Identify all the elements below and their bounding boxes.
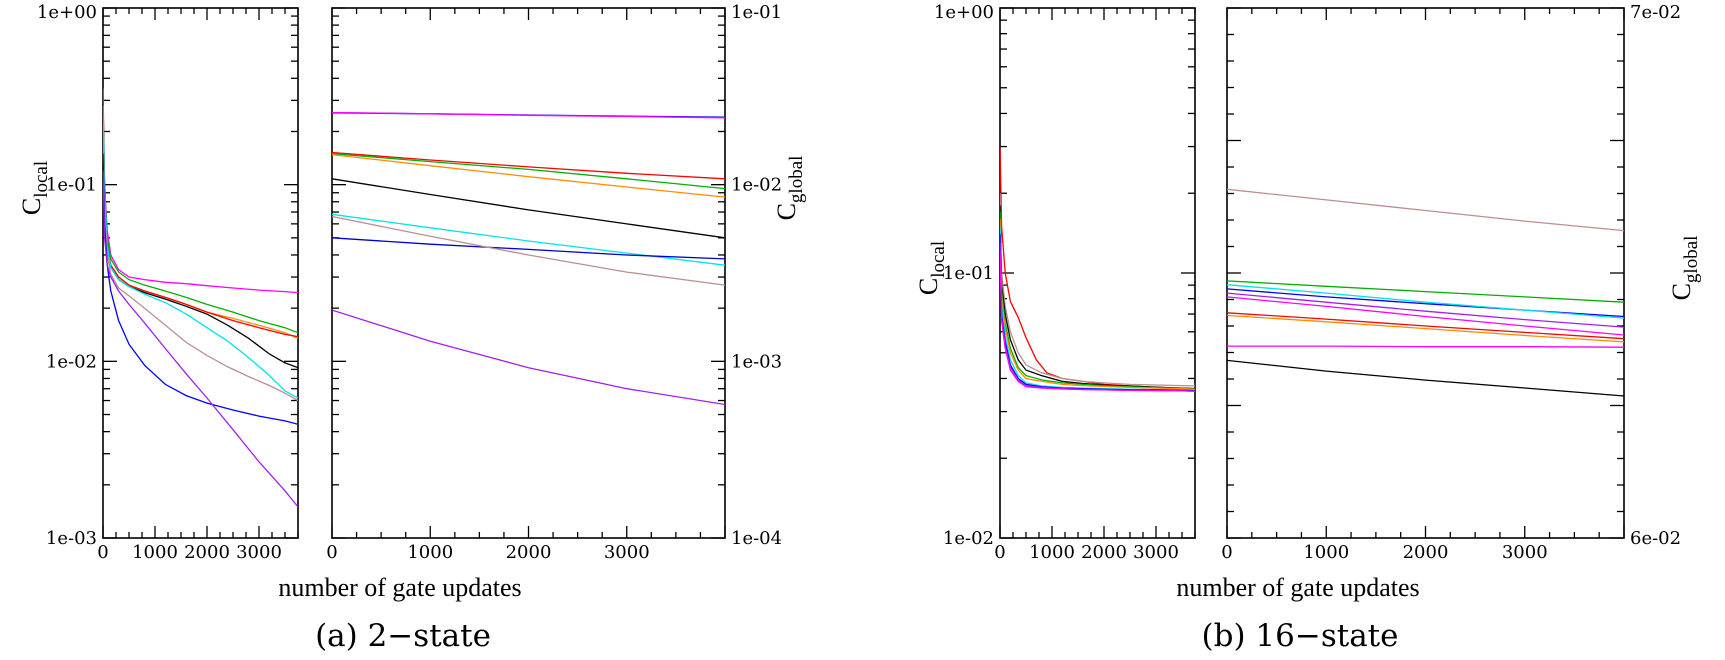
figure-a-ylabel-left: Clocal [17, 161, 52, 215]
series-line-9 [1227, 359, 1624, 397]
figure-a-ylabel-right: CCglobal [772, 156, 807, 221]
series-line-6 [103, 105, 298, 399]
plot-frame [102, 7, 299, 539]
series-line-10 [332, 309, 725, 406]
series-line-7 [332, 213, 725, 266]
series-line-8 [1227, 314, 1624, 343]
y-tick-label: 1e+00 [37, 2, 97, 23]
x-tick-label: 0 [97, 542, 108, 563]
figure-b-caption: (b) 16−state [1202, 618, 1399, 654]
y-tick-label: 1e-01 [943, 263, 994, 284]
y-tick-label: 1e-02 [46, 351, 97, 372]
series-line-8 [1000, 242, 1195, 392]
y-tick-label: 1e-01 [731, 2, 782, 23]
figure-a: Clocal CCglobal 0 1000 2000 3000 1e-03 1e-02 1… [17, 2, 807, 654]
panel-a-left: 0 1000 2000 3000 1e-03 1e-02 1e-01 1e+00 [37, 2, 299, 563]
y-tick-label: 1e+00 [934, 2, 994, 23]
x-tick-label: 1000 [132, 542, 178, 563]
series-line-2 [332, 111, 725, 119]
series-line-4 [103, 100, 298, 338]
series-line-4 [332, 152, 725, 190]
series-line-8 [103, 153, 298, 425]
series-line-9 [1000, 251, 1195, 392]
y-tick-label: 1e-04 [731, 528, 782, 549]
y-tick-label: 1e-03 [46, 528, 97, 549]
x-tick-label: 2000 [184, 542, 230, 563]
series-line-5 [1227, 292, 1624, 328]
series-line-9 [332, 215, 725, 286]
series-line-6 [1000, 226, 1195, 391]
figure-b-xlabel: number of gate updates [1176, 573, 1419, 602]
x-tick-label: 3000 [236, 542, 282, 563]
x-tick-label: 2000 [506, 542, 552, 563]
y-tick-label: 1e-02 [943, 528, 994, 549]
figure-a-caption: (a) 2−state [315, 618, 491, 654]
x-tick-label: 3000 [1502, 542, 1548, 563]
series-line-6 [1227, 296, 1624, 336]
series-line-3 [332, 151, 725, 180]
y-tick-label: 7e-02 [1630, 2, 1681, 23]
series-line-5 [332, 153, 725, 198]
x-tick-label: 0 [326, 542, 337, 563]
plot-frame [331, 7, 726, 539]
x-tick-label: 2000 [1081, 542, 1127, 563]
series-line-9 [103, 170, 298, 508]
series-line-2 [103, 100, 298, 334]
series-line-1 [103, 88, 298, 294]
series-line-4 [1227, 284, 1624, 319]
figure-b-ylabel-right: Cglobal [1667, 236, 1702, 301]
x-tick-label: 1000 [407, 542, 453, 563]
x-tick-label: 3000 [1133, 542, 1179, 563]
x-tick-label: 1000 [1303, 542, 1349, 563]
x-tick-label: 1000 [1029, 542, 1075, 563]
x-tick-label: 0 [994, 542, 1005, 563]
series-line-8 [332, 237, 725, 260]
panel-b-right: 0 1000 2000 3000 6e-02 7e-02 [1221, 2, 1681, 563]
x-tick-label: 2000 [1403, 542, 1449, 563]
series-line-7 [103, 131, 298, 402]
y-tick-label: 6e-02 [1630, 528, 1681, 549]
x-tick-label: 3000 [604, 542, 650, 563]
figure-b-ylabel-left: Clocal [914, 241, 949, 295]
figure-b: Clocal Cglobal 0 1000 2000 3000 1e-02 1e-01 1e… [914, 2, 1702, 654]
series-line-2 [1227, 280, 1624, 303]
panel-b-left: 0 1000 2000 3000 1e-02 1e-01 1e+00 [934, 2, 1196, 563]
series-line-6 [332, 178, 725, 239]
series-line-2 [1000, 193, 1195, 387]
y-tick-label: 1e-02 [731, 175, 782, 196]
y-tick-label: 1e-01 [46, 175, 97, 196]
series-line-3 [1000, 205, 1195, 390]
y-tick-label: 1e-03 [731, 351, 782, 372]
series-line-4 [1000, 211, 1195, 390]
series-line-5 [1000, 218, 1195, 390]
series-line-10 [1227, 345, 1624, 348]
figure-a-xlabel: number of gate updates [278, 573, 521, 602]
series-line-1 [1000, 146, 1195, 390]
series-line-7 [1227, 312, 1624, 340]
panel-a-right: 0 1000 2000 3000 1e-04 1e-03 1e-02 1e-01 [326, 2, 782, 563]
plot-frame [1226, 7, 1625, 539]
plot-frame [999, 7, 1196, 539]
series-line-1 [1227, 188, 1624, 232]
x-tick-label: 0 [1221, 542, 1232, 563]
